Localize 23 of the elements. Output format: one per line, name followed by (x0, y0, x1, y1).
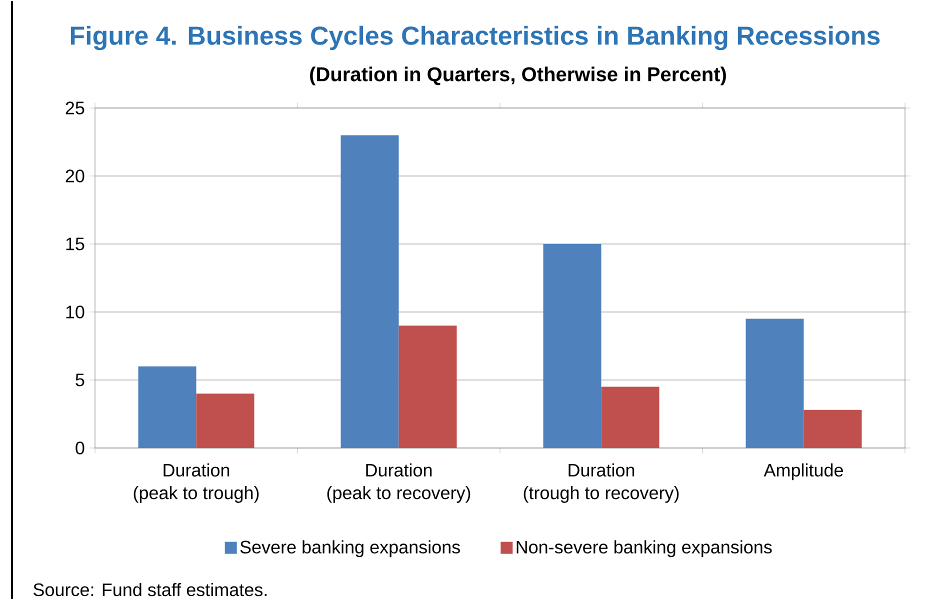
y-tick-label: 5 (76, 374, 84, 386)
x-tick-label: Duration (peak to recovery) (327, 464, 470, 504)
legend-label: Non-severe banking expansions (516, 540, 772, 558)
bar (138, 366, 196, 448)
legend-label: Severe banking expansions (240, 540, 460, 558)
source-note: Source: Fund staff estimates. (34, 583, 267, 596)
x-tick-label: Duration (peak to trough) (134, 464, 259, 504)
chart-title: Figure 4. Business Cycles Characteristics in Banking Recessions (70, 26, 880, 50)
x-tick-label: Duration (trough to recovery) (524, 464, 679, 504)
bar (543, 244, 602, 448)
x-tick-label: Amplitude (764, 464, 843, 480)
y-tick-label: 10 (66, 306, 84, 319)
y-tick-label: 15 (66, 238, 84, 250)
bar (746, 318, 804, 448)
y-tick-label: 20 (66, 170, 84, 183)
bar (196, 394, 254, 448)
y-tick-label: 25 (66, 102, 84, 115)
bar (804, 410, 862, 448)
bar (601, 386, 660, 448)
y-tick-label: 0 (76, 442, 84, 455)
bar (340, 135, 399, 448)
bar (398, 326, 457, 448)
chart-subtitle: (Duration in Quarters, Otherwise in Percent) (310, 66, 726, 86)
